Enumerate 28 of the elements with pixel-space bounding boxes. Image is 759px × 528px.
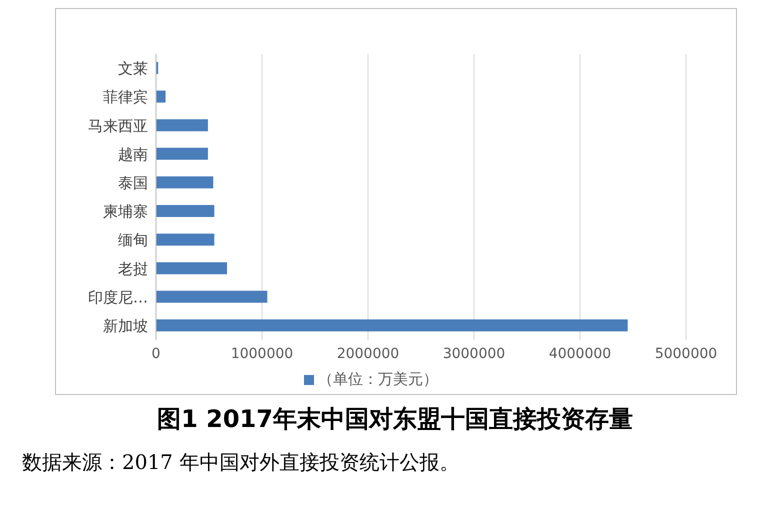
y-tick-label: 越南 [118, 145, 148, 164]
bar [156, 234, 214, 246]
bar [156, 119, 208, 132]
x-tick-label: 4000000 [548, 346, 612, 362]
y-tick-label: 文莱 [118, 60, 148, 78]
bar [156, 148, 208, 160]
bar [156, 290, 268, 303]
x-tick-label: 1000000 [230, 346, 294, 362]
bar [156, 262, 228, 274]
bar [156, 176, 214, 188]
x-tick-label: 3000000 [442, 346, 506, 362]
x-tick-label: 0 [152, 346, 160, 362]
y-tick-label: 老挝 [118, 260, 148, 278]
source-note: 数据来源：2017 年中国对外直接投资统计公报。 [22, 449, 460, 476]
text: 图1 2017年末中国对东盟十国直接投资存量 [156, 404, 634, 435]
y-tick-label: 缅甸 [118, 231, 148, 250]
bar [156, 90, 166, 103]
y-tick-label: 印度尼… [88, 288, 148, 306]
bar [156, 205, 214, 217]
x-tick-label: 2000000 [336, 346, 400, 362]
y-tick-label: 马来西亚 [88, 116, 148, 135]
y-tick-label: 新加坡 [103, 317, 148, 336]
bar [156, 319, 628, 332]
y-tick-label: 泰国 [118, 174, 148, 192]
legend-label: （单位：万美元） [318, 370, 438, 388]
x-tick-label: 5000000 [654, 346, 718, 362]
y-tick-label: 柬埔寨 [103, 202, 148, 221]
y-tick-label: 菲律宾 [103, 88, 148, 106]
